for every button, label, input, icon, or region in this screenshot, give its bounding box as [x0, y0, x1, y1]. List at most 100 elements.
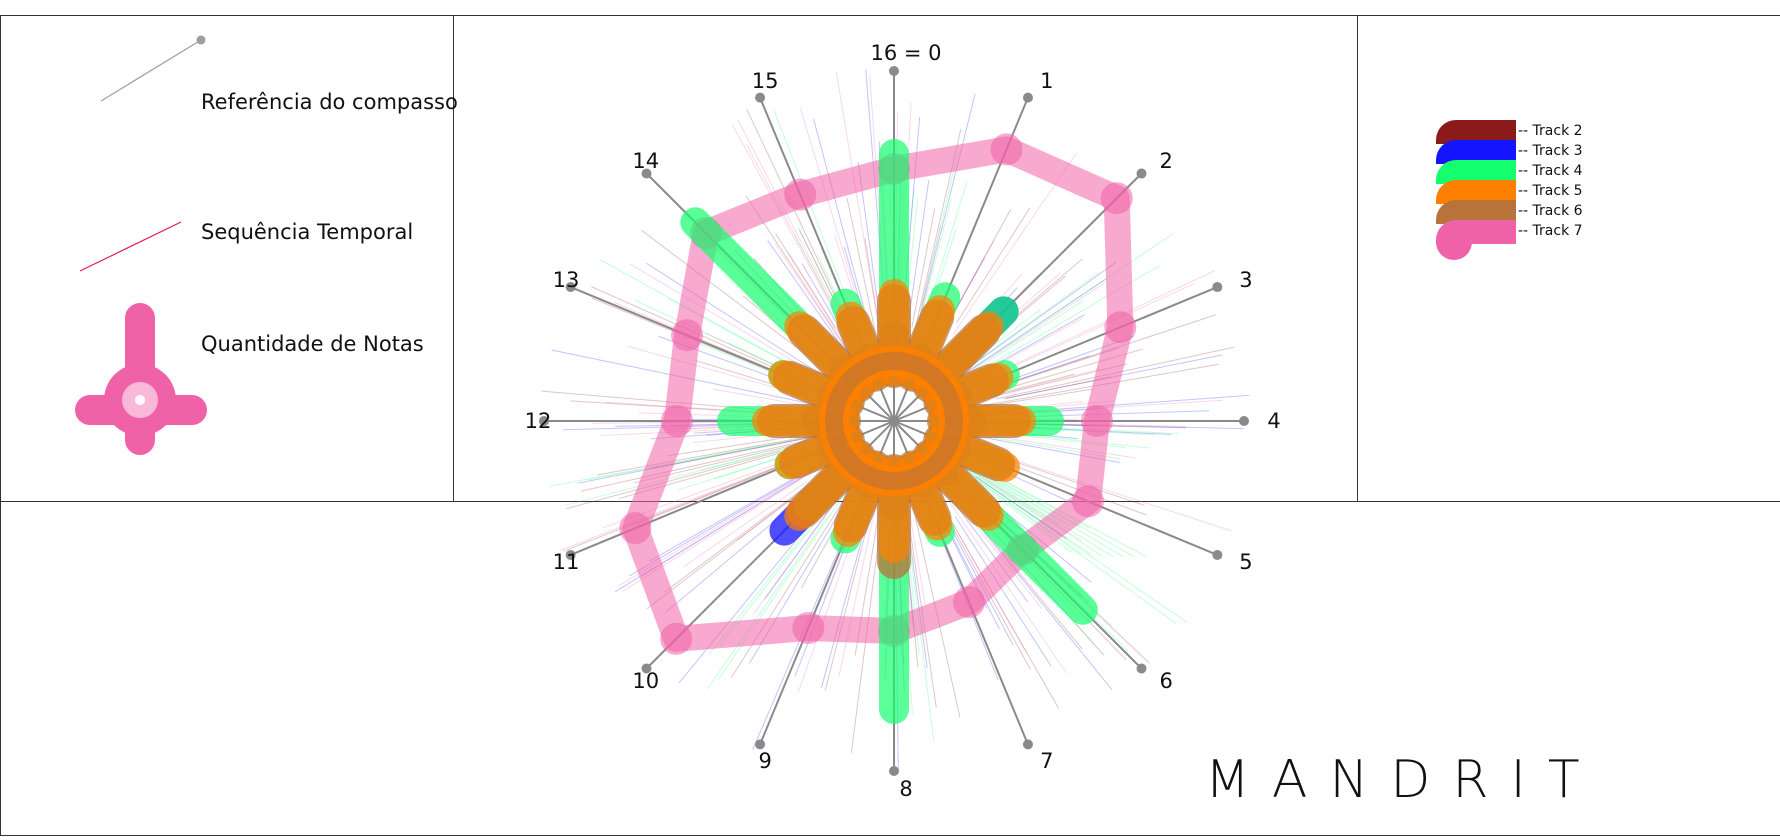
sequence-line — [1003, 376, 1111, 400]
sequence-line — [846, 197, 876, 332]
sequence-line — [565, 450, 781, 510]
track-swatch — [1436, 120, 1516, 144]
beat-dot — [1136, 663, 1147, 674]
beat-dot — [1212, 282, 1223, 293]
sequence-line — [549, 432, 832, 487]
sequence-line — [646, 487, 807, 610]
legend-panel — [0, 15, 454, 502]
beat-dot — [641, 168, 652, 179]
sequence-line — [968, 472, 1188, 623]
sequence-line — [667, 435, 798, 457]
sequence-line — [972, 233, 1174, 369]
track-legend-label: -- Track 6 — [1518, 203, 1583, 219]
top-border — [454, 15, 1357, 16]
sequence-line — [581, 433, 836, 492]
track-legend-label: -- Track 2 — [1518, 123, 1583, 139]
tick-label: 16 = 0 — [870, 41, 941, 65]
track-legend-label: -- Track 7 — [1518, 223, 1583, 239]
legend-reference-label: Referência do compasso — [201, 90, 458, 114]
track-swatch — [1436, 140, 1516, 164]
tick-label: 6 — [1160, 669, 1173, 693]
track-legend-label: -- Track 5 — [1518, 183, 1583, 199]
track-legend-item: -- Track 4 — [1436, 160, 1583, 184]
beat-dot — [889, 766, 899, 776]
beat-dot — [889, 66, 899, 76]
sequence-line — [564, 440, 816, 506]
sequence-line — [732, 124, 839, 319]
track-legend-panel — [1357, 15, 1780, 502]
sequence-line — [957, 461, 1103, 557]
sequence-line — [629, 460, 826, 577]
track-7-point — [1072, 485, 1105, 518]
center-ring-inner — [825, 352, 963, 490]
tick-label: 5 — [1239, 550, 1252, 574]
track-legend-label: -- Track 4 — [1518, 163, 1583, 179]
sequence-line-icon — [79, 221, 182, 272]
track-swatch — [1436, 200, 1516, 224]
tick-label: 7 — [1040, 749, 1053, 773]
tick-label: 15 — [752, 69, 779, 93]
track-7-point — [792, 611, 825, 644]
sequence-line — [965, 469, 1093, 556]
sequence-line — [700, 447, 789, 471]
tick-label: 1 — [1040, 69, 1053, 93]
sequence-line — [911, 208, 936, 328]
notes-icon — [75, 303, 207, 455]
sequence-line — [956, 207, 1031, 324]
track-7-point — [1081, 405, 1113, 437]
sequence-line — [976, 480, 1176, 624]
sequence-line — [577, 430, 846, 484]
sequence-line — [775, 233, 836, 329]
track-legend-item: -- Track 5 — [1436, 180, 1583, 204]
sequence-line — [824, 507, 873, 691]
sequence-line — [1003, 456, 1232, 532]
sequence-line — [974, 477, 1082, 555]
sequence-line — [648, 476, 798, 562]
sequence-line — [960, 464, 1050, 524]
tick-label: 11 — [553, 550, 580, 574]
brand-wordmark: MANDRIT — [1205, 750, 1602, 810]
sequence-line — [967, 282, 1105, 374]
sequence-line — [626, 345, 804, 397]
track-7-point — [660, 622, 693, 655]
track-7-point — [990, 133, 1023, 166]
sequence-line — [706, 517, 827, 690]
sequence-line — [921, 225, 942, 306]
tick-label: 8 — [899, 777, 912, 801]
beat-dot — [539, 416, 549, 426]
beat-dot — [1022, 92, 1033, 103]
beat-dot — [1212, 549, 1223, 560]
sequence-line — [954, 516, 1052, 667]
sequence-line — [587, 442, 781, 481]
sequence-line — [919, 150, 960, 312]
track-7-point — [1104, 311, 1137, 344]
track-legend-item: -- Track 6 — [1436, 200, 1583, 224]
tick-label: 3 — [1239, 268, 1252, 292]
notes-icon-center — [135, 395, 145, 405]
tick-label: 10 — [632, 669, 659, 693]
track-legend-item: -- Track 3 — [1436, 140, 1583, 164]
track-7-point — [953, 586, 986, 619]
sequence-line — [650, 434, 821, 470]
track-legend: -- Track 2 -- Track 3 -- Track 4 -- Track 5… — [1436, 120, 1583, 260]
track-legend-item: -- Track 7 — [1436, 220, 1583, 260]
legend-sequence-label: Sequência Temporal — [201, 220, 414, 244]
tick-label: 13 — [553, 268, 580, 292]
sequence-line — [813, 118, 869, 323]
tick-label: 14 — [632, 149, 659, 173]
beat-dot — [755, 92, 766, 103]
tick-label: 2 — [1160, 149, 1173, 173]
tick-label: 9 — [758, 749, 771, 773]
tick-label: 12 — [525, 409, 552, 433]
track-legend-label: -- Track 3 — [1518, 143, 1583, 159]
sequence-line — [963, 300, 1084, 378]
beat-dot — [755, 739, 766, 750]
track-7-point — [784, 178, 817, 211]
legend-icons — [75, 35, 207, 455]
track-swatch — [1436, 160, 1516, 184]
beat-dot — [641, 663, 652, 674]
sequence-line — [962, 261, 1117, 373]
sequence-line — [962, 278, 1107, 376]
